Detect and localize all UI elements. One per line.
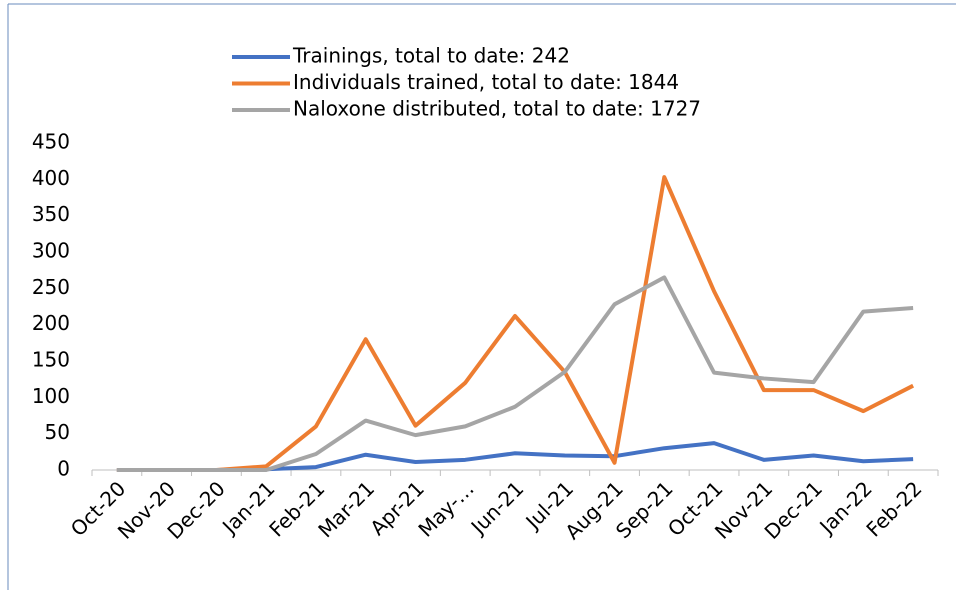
y-tick-label: 400 xyxy=(32,166,70,190)
x-tick-label: Feb-22 xyxy=(861,476,926,541)
y-tick-label: 0 xyxy=(57,457,70,481)
series-line xyxy=(116,441,914,472)
legend-label: Individuals trained, total to date: 1844 xyxy=(293,70,679,94)
y-tick-label: 450 xyxy=(32,130,70,154)
y-tick-label: 50 xyxy=(45,420,70,444)
x-tick-label: May-… xyxy=(413,476,478,541)
y-tick-label: 200 xyxy=(32,311,70,335)
x-tick-label: Mar-21 xyxy=(313,476,379,542)
y-tick-label: 250 xyxy=(32,275,70,299)
y-tick-label: 300 xyxy=(32,239,70,263)
series-line xyxy=(116,175,915,472)
y-tick-label: 150 xyxy=(32,348,70,372)
y-tick-label: 350 xyxy=(32,202,70,226)
x-tick-label: Jun-21 xyxy=(465,476,529,540)
y-tick-label: 100 xyxy=(32,384,70,408)
legend-label: Trainings, total to date: 242 xyxy=(292,44,570,68)
series-line xyxy=(116,275,914,472)
legend-label: Naloxone distributed, total to date: 172… xyxy=(293,97,701,121)
